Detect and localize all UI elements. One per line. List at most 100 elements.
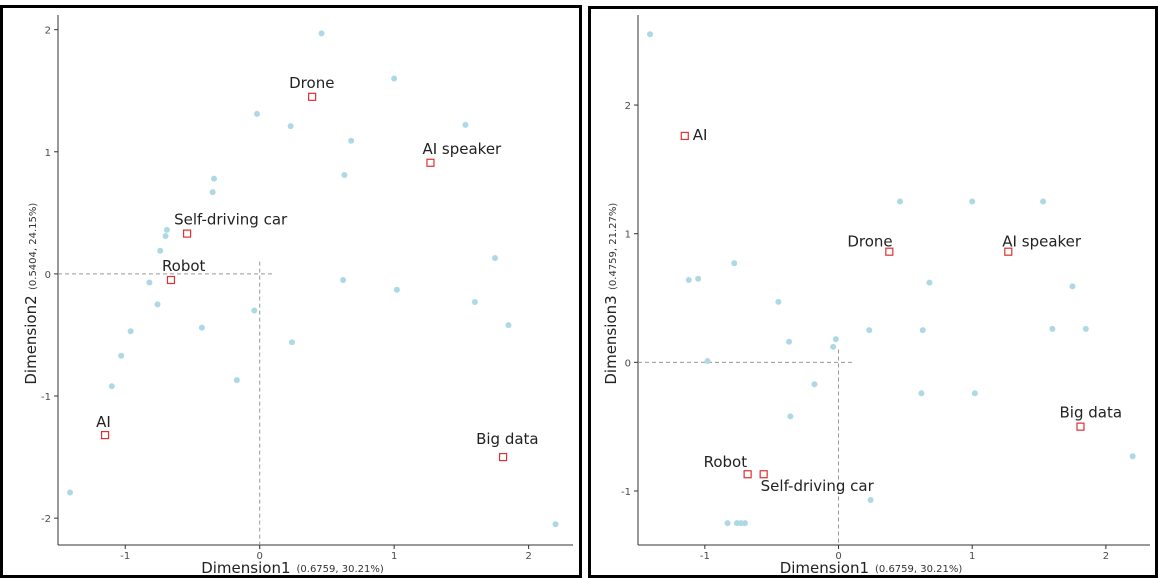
- term-label: Drone: [847, 233, 892, 251]
- respondent-point: [462, 122, 468, 128]
- respondent-point: [811, 381, 817, 387]
- respondent-point: [128, 328, 134, 334]
- respondent-point: [67, 489, 73, 495]
- respondent-point: [163, 233, 169, 239]
- right-chart-panel: -1 0 1 2 -1 0 1 2 AI Drone AI speaker Big data Robot…: [588, 0, 1158, 578]
- respondent-point: [775, 299, 781, 305]
- term-label: Robot: [162, 257, 206, 275]
- x-tick-label: -1: [700, 551, 710, 562]
- y-axis-title-group: Dimension3 (0.4759, 21.27%): [602, 203, 620, 385]
- term-marker: [309, 93, 316, 100]
- term-label: Drone: [289, 74, 334, 92]
- y-axis-subtitle: (0.4759, 21.27%): [608, 203, 619, 290]
- respondent-point: [786, 339, 792, 345]
- x-axis-title: Dimension1: [780, 559, 869, 577]
- respondent-point: [157, 248, 163, 254]
- respondent-point: [109, 383, 115, 389]
- y-tick-label: 2: [625, 101, 631, 112]
- term-label: AI: [96, 413, 111, 431]
- x-tick-label: 2: [525, 551, 531, 562]
- respondent-point: [391, 76, 397, 82]
- term-label: AI speaker: [1002, 233, 1082, 251]
- term-label: Self-driving car: [761, 477, 875, 495]
- respondent-point: [647, 31, 653, 37]
- y-tick-label: 0: [625, 358, 631, 369]
- respondent-point: [705, 358, 711, 364]
- respondent-point: [164, 227, 170, 233]
- x-axis-subtitle: (0.6759, 30.21%): [297, 564, 384, 575]
- left-chart-panel: -1 0 1 2 -2 -1 0 1 2 Drone AI speaker Self-driving …: [0, 0, 582, 578]
- respondent-point: [866, 327, 872, 333]
- respondent-point: [731, 260, 737, 266]
- x-tick-label: 1: [969, 551, 975, 562]
- term-label: AI: [693, 126, 708, 144]
- term-label: Big data: [476, 430, 539, 448]
- y-axis-title: Dimension2: [22, 295, 40, 384]
- respondent-point: [210, 189, 216, 195]
- respondent-point: [868, 497, 874, 503]
- term-marker: [744, 471, 751, 478]
- y-axis-title-group: Dimension2 (0.5404, 24.15%): [22, 203, 40, 385]
- term-marker: [167, 277, 174, 284]
- term-marker: [500, 454, 507, 461]
- respondent-point: [394, 287, 400, 293]
- respondent-point: [787, 413, 793, 419]
- respondent-point: [118, 353, 124, 359]
- respondent-point: [742, 520, 748, 526]
- term-marker: [1077, 423, 1084, 430]
- respondent-point: [340, 277, 346, 283]
- respondent-point: [725, 520, 731, 526]
- respondent-point: [155, 301, 161, 307]
- respondent-point: [920, 327, 926, 333]
- respondent-point: [1130, 453, 1136, 459]
- respondent-point: [1040, 199, 1046, 205]
- respondent-point: [211, 176, 217, 182]
- respondent-point: [1069, 283, 1075, 289]
- respondent-point: [251, 308, 257, 314]
- term-label: Self-driving car: [174, 211, 288, 229]
- term-marker: [102, 432, 109, 439]
- y-tick-label: 2: [45, 26, 51, 37]
- y-axis-subtitle: (0.5404, 24.15%): [28, 203, 39, 290]
- respondent-point: [926, 280, 932, 286]
- x-tick-label: -1: [120, 551, 130, 562]
- term-label: AI speaker: [422, 140, 502, 158]
- y-axis-title: Dimension3: [602, 295, 620, 384]
- respondent-point: [969, 199, 975, 205]
- respondent-point: [1049, 326, 1055, 332]
- respondent-point: [553, 521, 559, 527]
- respondent-point: [348, 138, 354, 144]
- respondent-point: [199, 325, 205, 331]
- respondent-point: [254, 111, 260, 117]
- term-label: Robot: [704, 453, 748, 471]
- respondent-point: [319, 30, 325, 36]
- y-tick-label: -1: [621, 487, 631, 498]
- respondent-point: [695, 276, 701, 282]
- y-tick-label: 0: [45, 270, 51, 281]
- term-label: Big data: [1059, 404, 1122, 422]
- respondent-point: [972, 390, 978, 396]
- respondent-point: [288, 123, 294, 129]
- y-tick-label: -2: [41, 514, 51, 525]
- term-marker: [184, 230, 191, 237]
- respondent-point: [472, 299, 478, 305]
- left-chart-svg: -1 0 1 2 -2 -1 0 1 2 Drone AI speaker Self-driving …: [0, 0, 582, 578]
- respondent-point: [492, 255, 498, 261]
- respondent-point: [505, 322, 511, 328]
- y-tick-label: -1: [41, 392, 51, 403]
- respondent-point: [146, 279, 152, 285]
- y-tick-label: 1: [45, 148, 51, 159]
- x-tick-label: 2: [1103, 551, 1109, 562]
- term-marker: [681, 132, 688, 139]
- respondent-point: [918, 390, 924, 396]
- respondent-point: [234, 377, 240, 383]
- respondent-point: [1083, 326, 1089, 332]
- respondent-point: [830, 344, 836, 350]
- respondent-point: [289, 339, 295, 345]
- respondent-point: [897, 199, 903, 205]
- x-axis-title: Dimension1: [201, 559, 290, 577]
- term-marker: [427, 159, 434, 166]
- x-axis-subtitle: (0.6759, 30.21%): [875, 564, 962, 575]
- y-tick-label: 1: [625, 230, 631, 241]
- respondent-point: [686, 277, 692, 283]
